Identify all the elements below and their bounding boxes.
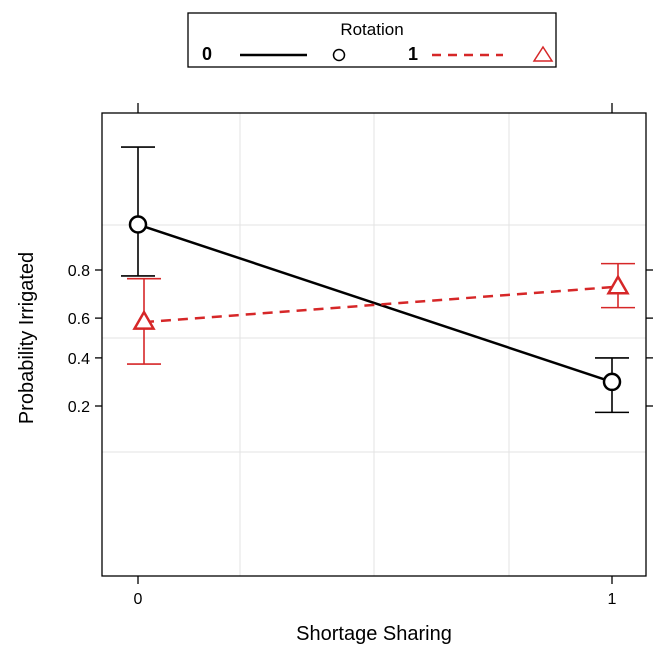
series [121,146,635,414]
x-tick-label: 0 [134,591,143,608]
axes: 0.2 0.4 0.6 0.8 0 1 [68,103,653,608]
data-point-triangle [132,309,156,330]
y-tick-label: 0.4 [68,351,90,368]
legend-label-0: 0 [202,44,212,64]
y-tick-label: 0.8 [68,263,90,280]
series-line [143,285,619,324]
data-point-triangle [606,274,630,295]
y-tick-label: 0.2 [68,399,90,416]
legend: Rotation 0 1 [187,12,557,68]
x-axis-title: Shortage Sharing [296,623,452,645]
legend-box [187,12,557,68]
y-axis-title: Probability Irrigated [16,252,38,424]
legend-marker-triangle [532,45,554,62]
data-point-circle [128,215,148,234]
legend-marker-circle [332,48,346,62]
y-tick-label: 0.6 [68,311,90,328]
panel-border [101,112,647,577]
series-0 [121,146,629,414]
grid-lines [102,113,646,576]
data-point-circle [602,372,622,392]
plot-panel: 0.2 0.4 0.6 0.8 0 1 [68,103,653,608]
series-1 [127,262,635,365]
x-tick-label: 1 [608,591,617,608]
legend-title: Rotation [340,20,403,39]
legend-label-1: 1 [408,44,418,64]
series-line [137,223,613,384]
